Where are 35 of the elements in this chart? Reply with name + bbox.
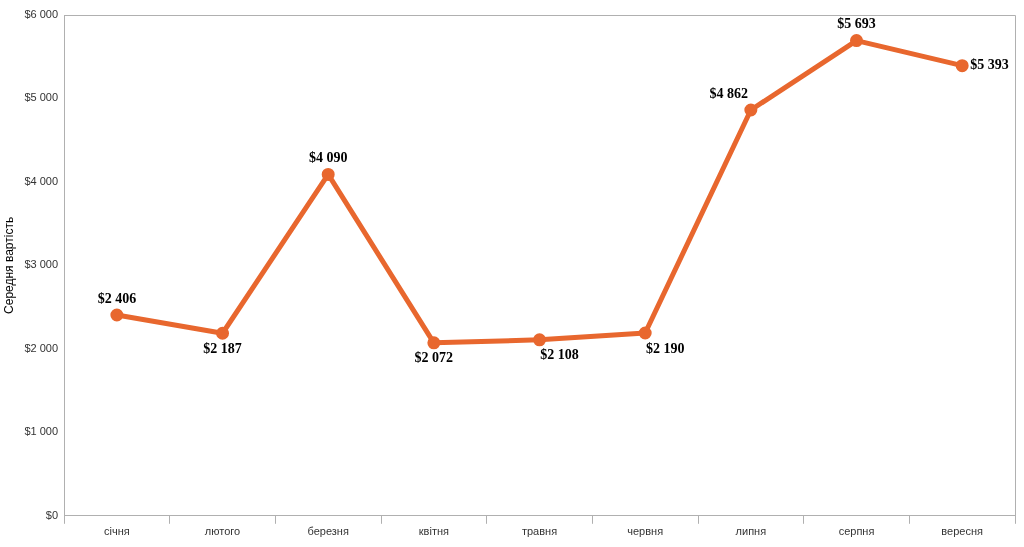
x-tick-label: червня bbox=[627, 525, 664, 538]
data-label: $2 187 bbox=[203, 340, 242, 356]
x-tick-label: липня bbox=[735, 525, 767, 538]
y-tick-label: $0 bbox=[45, 508, 59, 521]
data-label: $2 108 bbox=[540, 347, 579, 363]
data-label: $4 862 bbox=[709, 85, 749, 101]
point bbox=[850, 34, 864, 48]
point bbox=[216, 326, 230, 340]
y-tick-label: $5 000 bbox=[24, 91, 59, 104]
point bbox=[744, 103, 758, 117]
point bbox=[955, 59, 969, 73]
data-label: $5 693 bbox=[837, 16, 876, 32]
x-tick-label: лютого bbox=[204, 525, 241, 538]
point bbox=[110, 308, 124, 322]
point bbox=[427, 336, 441, 350]
data-label: $2 072 bbox=[414, 350, 454, 366]
data-label: $5 393 bbox=[970, 57, 1009, 73]
y-tick-label: $1 000 bbox=[24, 425, 59, 438]
y-tick-label: $4 000 bbox=[24, 174, 59, 187]
x-tick-label: березня bbox=[307, 525, 349, 538]
y-tick-label: $2 000 bbox=[24, 341, 59, 354]
x-tick-label: травня bbox=[521, 525, 558, 538]
data-label: $4 090 bbox=[308, 150, 348, 166]
x-tick-label: квітня bbox=[418, 525, 449, 538]
point bbox=[321, 167, 335, 181]
x-tick-label: вересня bbox=[941, 525, 984, 538]
point bbox=[533, 333, 547, 347]
y-axis-title: Середня вартість bbox=[1, 216, 16, 314]
x-tick-label: серпня bbox=[838, 525, 875, 538]
data-label: $2 406 bbox=[97, 290, 137, 306]
x-tick-label: січня bbox=[104, 525, 130, 538]
data-label: $2 190 bbox=[645, 340, 685, 356]
y-tick-label: $3 000 bbox=[24, 258, 59, 271]
point bbox=[638, 326, 652, 340]
y-tick-label: $6 000 bbox=[24, 8, 59, 21]
